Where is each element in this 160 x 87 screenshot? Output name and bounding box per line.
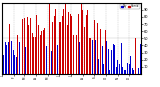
Bar xyxy=(70,14,71,74)
Bar xyxy=(36,15,37,74)
Bar xyxy=(92,40,93,74)
Bar xyxy=(30,18,31,74)
Bar xyxy=(111,50,112,74)
Bar xyxy=(136,58,137,74)
Bar xyxy=(113,44,114,74)
Bar xyxy=(22,19,23,74)
Bar xyxy=(46,46,47,74)
Bar xyxy=(28,25,29,74)
Bar xyxy=(133,70,134,74)
Bar xyxy=(100,29,101,74)
Bar xyxy=(25,47,26,74)
Bar xyxy=(138,68,139,74)
Legend: Dry, Humid: Dry, Humid xyxy=(120,4,140,9)
Bar xyxy=(116,67,117,74)
Bar xyxy=(130,56,131,74)
Bar xyxy=(54,16,55,74)
Bar xyxy=(76,35,77,74)
Bar xyxy=(20,60,21,74)
Bar xyxy=(27,17,28,74)
Bar xyxy=(12,50,13,74)
Bar xyxy=(62,16,63,74)
Bar xyxy=(89,38,90,74)
Bar xyxy=(135,38,136,74)
Bar xyxy=(81,4,82,74)
Bar xyxy=(83,28,84,74)
Bar xyxy=(9,24,10,74)
Bar xyxy=(11,41,12,74)
Bar xyxy=(108,49,109,74)
Bar xyxy=(97,23,98,74)
Bar xyxy=(119,64,120,74)
Bar xyxy=(110,70,111,74)
Bar xyxy=(120,50,121,74)
Bar xyxy=(107,58,108,74)
Bar xyxy=(38,25,39,74)
Bar xyxy=(104,25,105,74)
Bar xyxy=(98,59,99,74)
Bar xyxy=(60,22,61,74)
Bar xyxy=(94,20,95,74)
Bar xyxy=(75,40,76,74)
Bar xyxy=(3,55,4,74)
Bar xyxy=(67,25,68,74)
Bar xyxy=(65,4,66,74)
Bar xyxy=(112,63,113,74)
Bar xyxy=(125,70,126,74)
Bar xyxy=(49,4,50,74)
Bar xyxy=(128,70,129,74)
Bar xyxy=(95,40,96,74)
Bar xyxy=(101,70,102,74)
Bar xyxy=(6,45,7,74)
Bar xyxy=(14,55,15,74)
Bar xyxy=(122,67,123,74)
Bar xyxy=(87,10,88,74)
Bar xyxy=(41,31,42,74)
Bar xyxy=(78,14,79,74)
Bar xyxy=(91,20,92,74)
Bar xyxy=(19,42,20,74)
Bar xyxy=(68,12,69,74)
Bar xyxy=(103,64,104,74)
Bar xyxy=(33,37,34,74)
Bar xyxy=(44,28,45,74)
Bar xyxy=(105,30,106,74)
Bar xyxy=(99,20,100,74)
Bar xyxy=(106,41,107,74)
Bar xyxy=(102,46,103,74)
Bar xyxy=(17,35,18,74)
Bar xyxy=(86,15,87,74)
Bar xyxy=(43,30,44,74)
Bar xyxy=(114,45,115,74)
Bar xyxy=(127,63,128,74)
Bar xyxy=(84,27,85,74)
Bar xyxy=(8,42,9,74)
Bar xyxy=(73,35,74,74)
Bar xyxy=(52,22,53,74)
Bar xyxy=(51,51,52,74)
Bar xyxy=(4,40,5,74)
Bar xyxy=(109,70,110,74)
Bar xyxy=(59,22,60,74)
Bar xyxy=(124,70,125,74)
Bar xyxy=(35,37,36,74)
Bar xyxy=(117,60,118,74)
Bar xyxy=(57,45,58,74)
